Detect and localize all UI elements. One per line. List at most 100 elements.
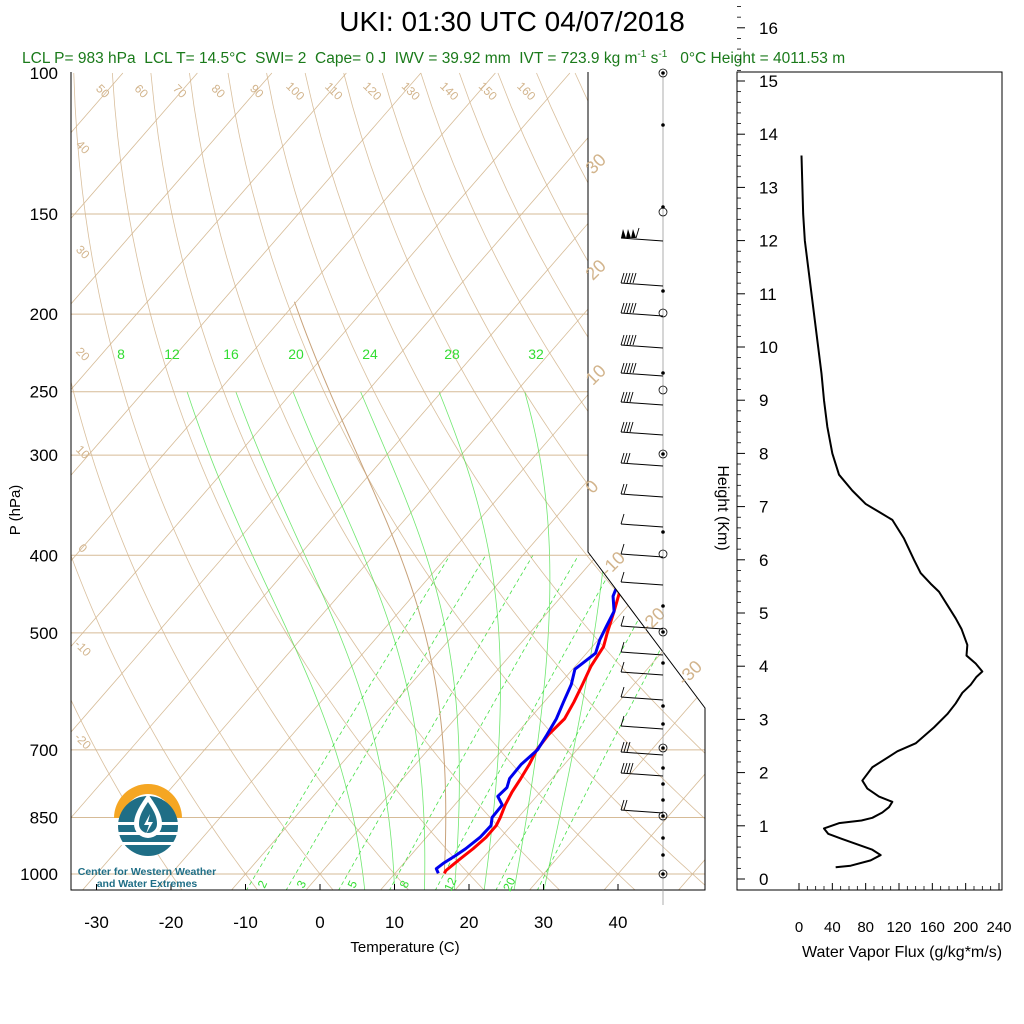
wind-barb-feather: [620, 421, 625, 433]
wind-barb-staff: [620, 523, 664, 528]
wind-barb-feather: [629, 362, 634, 374]
dry-adiabat-line: [768, 73, 1024, 891]
wind-level-dot: [661, 746, 665, 750]
wind-barb-feather: [623, 334, 628, 346]
isotherm-line: [71, 72, 705, 890]
height-tick-label: 12: [759, 232, 778, 251]
skewt-border: [70, 72, 706, 891]
wind-barb-feather: [626, 362, 631, 374]
wind-barb-feather: [623, 762, 628, 774]
x-tick-label: 30: [534, 913, 553, 932]
wind-barb-staff: [620, 372, 664, 377]
mixing-ratio-top-label: 8: [117, 346, 125, 362]
swi-value: SWI= 2: [255, 50, 307, 68]
wind-barb-feather: [620, 302, 625, 314]
wind-barb-feather: [623, 421, 628, 433]
wind-barb-feather: [626, 302, 631, 314]
wind-barb-feather: [623, 362, 628, 374]
wind-barb: [620, 334, 664, 349]
mixing-ratio-top-label: 12: [164, 346, 180, 362]
wind-barb-feather: [626, 762, 631, 774]
wind-barb-staff: [620, 725, 664, 730]
adiabat-label: 60: [132, 81, 152, 101]
wind-barb-feather: [626, 741, 631, 753]
wind-barb: [620, 513, 664, 528]
height-tick-label: 11: [759, 285, 777, 304]
dry-adiabat-line: [806, 73, 1024, 891]
wind-barb: [620, 543, 664, 558]
y-tick-label: 1000: [20, 865, 58, 884]
wind-barb-feather: [632, 302, 637, 314]
wind-level-dot: [661, 722, 665, 726]
isotherm-line: [304, 72, 705, 890]
wind-barb: [620, 421, 664, 436]
wind-barb-feather: [626, 391, 631, 403]
wind-level-dot: [661, 853, 665, 857]
x-tick-label: -10: [233, 913, 258, 932]
calm-circle: [658, 449, 668, 459]
wind-barb-feather: [620, 615, 625, 627]
wind-barb-staff: [620, 751, 664, 756]
temperature-profile-line: [442, 212, 705, 875]
wind-barb-feather: [620, 543, 625, 555]
height-tick-label: 8: [759, 444, 768, 463]
wind-barb-feather: [629, 302, 634, 314]
wind-barb-flag: [621, 229, 626, 238]
adiabat-label: 110: [322, 79, 346, 103]
flux-tick-label: 200: [953, 919, 978, 936]
isotherm-label-left: 10: [73, 442, 93, 462]
isotherm-line: [71, 72, 347, 890]
dry-adiabat-line: [304, 72, 705, 890]
wind-level-dot: [661, 766, 665, 770]
height-tick-label: 5: [759, 604, 768, 623]
dry-adiabat-line: [189, 72, 637, 890]
moist-adiabat-line: [235, 391, 396, 890]
height-tick-label: 2: [759, 764, 768, 783]
isotherm-label-left: -20: [72, 730, 94, 752]
calm-circle: [658, 308, 668, 318]
wind-barb: [620, 615, 664, 630]
vapor-flux-line: [800, 155, 984, 869]
wind-level-dot: [661, 836, 665, 840]
wind-barb-feather: [629, 391, 634, 403]
dry-adiabat-line: [111, 72, 486, 890]
wind-level-dot: [661, 530, 665, 534]
wind-barb: [620, 452, 664, 467]
y-axis-title: P (hPa): [7, 485, 24, 536]
logo-caption: Center for Western Weather and Water Ext…: [77, 866, 217, 890]
mixing-ratio-line: [495, 555, 674, 890]
dry-adiabat-line: [343, 72, 705, 890]
sounding-stats: LCL P= 983 hPa LCL T= 14.5°C SWI= 2 Cape…: [22, 49, 1012, 68]
wind-level-dot: [661, 71, 665, 75]
dry-adiabat-line: [71, 72, 184, 890]
isotherm-line: [71, 72, 496, 890]
chart-title: UKI: 01:30 UTC 04/07/2018: [339, 6, 685, 37]
moist-adiabat-line: [438, 391, 501, 890]
adiabat-label: 160: [514, 79, 538, 103]
height-tick-label: 7: [759, 498, 768, 517]
wind-level-dot: [661, 704, 665, 708]
isotherm-line: [81, 72, 705, 890]
cape-value: Cape= 0 J: [315, 50, 387, 68]
wind-barb-feather: [623, 483, 628, 495]
wind-barb-staff: [620, 431, 664, 436]
wind-level-dot: [661, 872, 665, 876]
wind-barb-staff: [620, 462, 664, 467]
wind-barb-feather: [620, 762, 625, 774]
moist-adiabat-line: [360, 391, 460, 890]
isotherm-line: [0, 73, 48, 891]
adiabat-label: 150: [476, 79, 500, 103]
adiabat-label: 80: [209, 81, 229, 101]
mixing-ratio-bottom-label: 2: [255, 878, 271, 890]
calm-circle: [658, 869, 668, 879]
dewpoint-profile-line: [434, 213, 644, 874]
wind-barb-staff: [620, 696, 664, 701]
dry-adiabat-line: [613, 72, 705, 890]
height-tick-label: 14: [759, 125, 778, 144]
x-tick-label: -20: [159, 913, 184, 932]
dry-adiabat-line: [574, 72, 705, 890]
wind-barb: [620, 686, 664, 701]
wind-barb-feather: [620, 362, 625, 374]
